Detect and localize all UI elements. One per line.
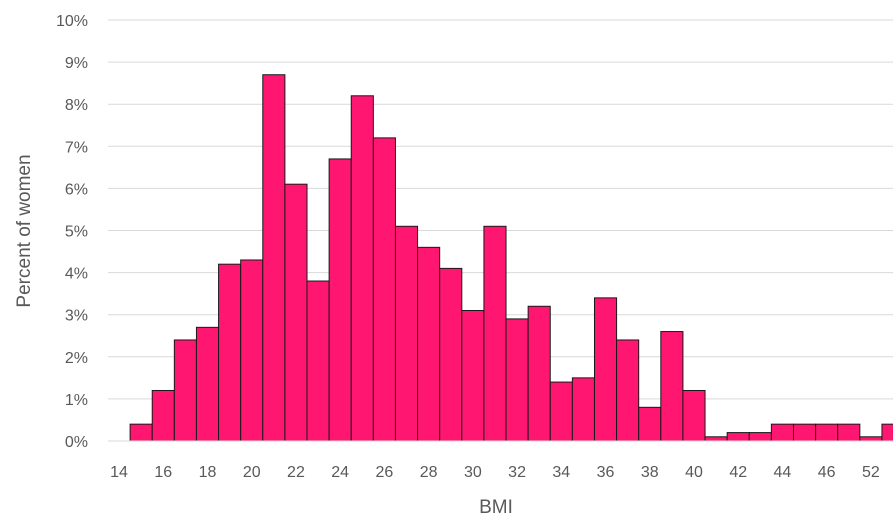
bar-33 [527,305,551,442]
x-tick-label: 28 [420,464,438,481]
bar-47 [837,423,861,442]
bar-52 [859,436,883,442]
y-tick-label: 7% [65,139,88,156]
bar-16 [151,389,175,442]
bar-23 [306,280,330,442]
bar-44 [770,423,794,442]
x-tick-label: 36 [597,464,615,481]
bar-32 [505,318,529,442]
bar-34 [549,381,573,442]
bar-26 [372,137,396,442]
bar-45 [792,423,817,442]
y-tick-label: 4% [65,266,88,283]
bar-18 [195,326,220,442]
bar-21 [262,74,286,442]
x-tick-label: 38 [641,464,659,481]
x-tick-label: 32 [508,464,526,481]
bar-30 [461,309,485,442]
x-tick-label: 30 [464,464,482,481]
x-tick-label: 34 [552,464,570,481]
bar-42 [726,432,750,442]
bar-53 [881,423,893,442]
bar-22 [284,183,308,442]
bar-24 [328,158,352,442]
bars [129,74,893,442]
bar-40 [682,389,706,442]
y-tick-label: 3% [65,308,88,325]
bar-35 [571,377,595,442]
x-tick-label: 46 [818,464,836,481]
x-tick-label: 14 [110,464,128,481]
y-tick-label: 8% [65,97,88,114]
bar-37 [616,339,640,442]
bar-27 [394,225,419,442]
bar-36 [593,297,618,442]
y-tick-label: 0% [65,434,88,451]
x-axis-title: BMI [479,497,513,518]
x-tick-label: 24 [331,464,349,481]
x-tick-label: 40 [685,464,703,481]
bar-28 [417,246,441,442]
bar-43 [748,432,772,442]
bar-20 [240,259,264,442]
bar-19 [218,263,242,442]
bar-31 [483,225,507,442]
x-tick-label: 22 [287,464,305,481]
y-tick-label: 9% [65,55,88,72]
y-tick-label: 5% [65,224,88,241]
x-axis-ticks: 14 16 18 20 22 24 26 28 30 32 34 36 38 40 42 44 46 52 [110,464,880,481]
x-tick-label: 16 [154,464,172,481]
x-tick-label: 44 [774,464,792,481]
y-axis-title: Percent of women [14,154,35,307]
x-tick-label: 52 [862,464,880,481]
bar-17 [173,339,197,442]
bar-39 [660,331,684,442]
bar-46 [815,423,839,442]
bar-38 [638,406,662,442]
x-tick-label: 42 [729,464,747,481]
bar-29 [439,267,463,442]
bar-41 [704,436,728,442]
x-tick-label: 26 [376,464,394,481]
y-tick-label: 6% [65,181,88,198]
x-tick-label: 20 [243,464,261,481]
bar-15 [129,423,153,442]
bar-25 [350,95,374,442]
y-tick-label: 10% [56,13,88,30]
x-tick-label: 18 [199,464,217,481]
y-tick-label: 2% [65,350,88,367]
y-axis-ticks: 0% 1% 2% 3% 4% 5% 6% 7% 8% 9% 10% [56,13,88,451]
y-tick-label: 1% [65,392,88,409]
